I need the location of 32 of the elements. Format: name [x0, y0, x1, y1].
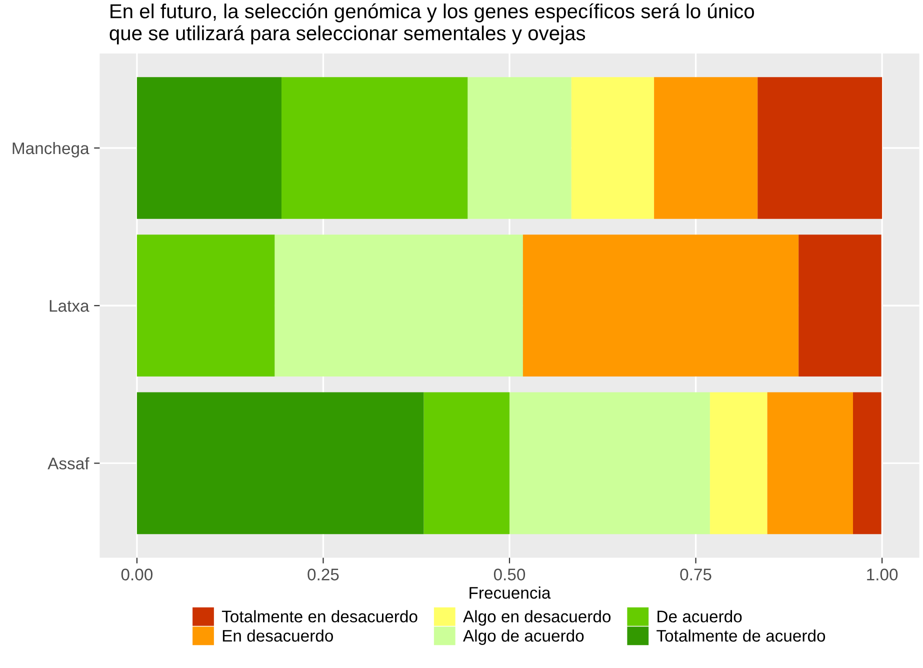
chart-title: En el futuro, la selección genómica y los genes específicos será lo único que se utilizará para seleccionar sementales y ovejas — [110, 3, 754, 44]
x-tick-label: 0.25 — [308, 568, 339, 580]
y-tick-label: Latxa — [50, 300, 90, 312]
legend-label: Algo en desacuerdo — [463, 610, 611, 626]
bar — [767, 392, 853, 534]
bar — [798, 234, 882, 377]
bar — [424, 392, 510, 534]
legend-label: De acuerdo — [658, 610, 742, 622]
bar — [654, 77, 758, 219]
y-tick-label: Assaf — [48, 457, 90, 470]
legend-label: Totalmente de acuerdo — [656, 629, 826, 642]
bar — [509, 392, 710, 534]
bar — [136, 234, 275, 377]
bar — [758, 77, 882, 219]
legend-label: En desacuerdo — [222, 629, 333, 642]
x-tick-label: 0.50 — [494, 568, 526, 580]
bar — [710, 392, 768, 534]
bar — [571, 77, 654, 219]
bar — [274, 234, 523, 377]
bar — [468, 77, 572, 219]
bar — [136, 77, 282, 219]
x-axis-title: Frecuencia — [470, 586, 551, 599]
legend-label: Algo de acuerdo — [463, 629, 584, 645]
x-tick-label: 1.00 — [867, 568, 898, 580]
bar — [522, 234, 799, 377]
x-tick-label: 0.75 — [680, 568, 712, 580]
bar — [281, 77, 468, 219]
x-tick-label: 0.00 — [121, 568, 153, 580]
legend-label: Totalmente en desacuerdo — [222, 610, 418, 622]
y-tick-label: Manchega — [12, 142, 90, 158]
bar — [852, 392, 882, 534]
bar — [136, 392, 424, 534]
